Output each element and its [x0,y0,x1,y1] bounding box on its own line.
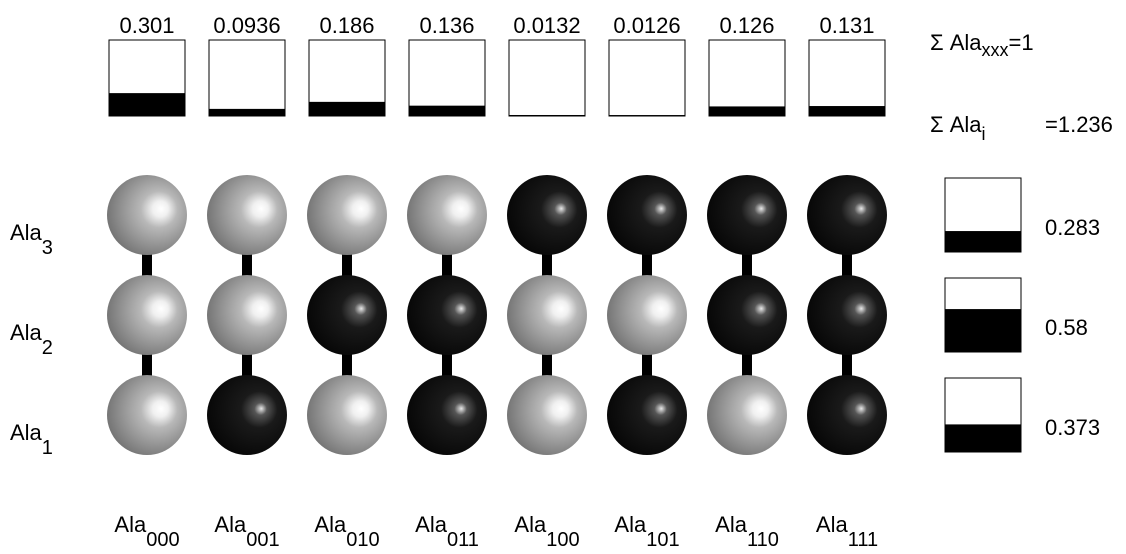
state-label: Ala000 [114,512,179,551]
state-box-frame [509,40,585,116]
state-box-frame [809,40,885,116]
sum-sub: xxx [982,40,1009,60]
residue-value: 0.283 [1045,215,1100,240]
residue-label: Ala1 [10,420,53,459]
sphere [407,275,487,355]
residue-value: 0.58 [1045,315,1088,340]
sum-suffix: =1 [1009,30,1034,55]
state-box-fill [209,109,285,116]
state-box-fill [109,93,185,116]
state-value: 0.131 [819,13,874,38]
sphere [807,175,887,255]
label-main: Ala [715,512,748,537]
sphere [107,275,187,355]
label-main: Ala [816,512,849,537]
residue-box-fill [945,231,1021,252]
residue-label: Ala2 [10,320,53,359]
label-main: Ala [314,512,347,537]
state-box-fill [609,115,685,116]
state-label: Ala011 [415,512,479,551]
state-box-frame [709,40,785,116]
state-box-fill [509,115,585,116]
state-box-frame [409,40,485,116]
sphere [407,375,487,455]
sphere [407,175,487,255]
state-label: Ala101 [614,512,679,551]
sphere [207,375,287,455]
label-main: Ala [10,220,43,245]
state-label: Ala001 [214,512,279,551]
state-box-fill [409,106,485,116]
sum-i: Σ Alai [930,112,986,144]
label-sub: 3 [42,237,53,259]
label-main: Ala [415,512,448,537]
sphere [607,375,687,455]
state-value: 0.0936 [213,13,280,38]
sphere [507,175,587,255]
residue-value: 0.373 [1045,415,1100,440]
label-main: Ala [10,320,43,345]
residue-box-fill [945,424,1021,452]
state-box-fill [309,102,385,116]
label-main: Ala [114,512,147,537]
sum-suffix: =1.236 [1045,112,1113,137]
diagram: 0.301Ala0000.0936Ala0010.186Ala0100.136A… [0,0,1126,554]
sphere [507,375,587,455]
sphere [207,175,287,255]
sphere [807,375,887,455]
sphere [207,275,287,355]
sphere [707,175,787,255]
sphere [507,275,587,355]
sum-prefix: Σ Ala [930,112,982,137]
state-box-frame [609,40,685,116]
state-value: 0.301 [119,13,174,38]
state-box-fill [809,106,885,116]
label-sub: 011 [447,529,479,551]
sphere [707,375,787,455]
sphere [307,375,387,455]
sphere [307,275,387,355]
state-label: Ala110 [715,512,779,551]
label-sub: 1 [42,437,53,459]
page: 0.301Ala0000.0936Ala0010.186Ala0100.136A… [0,0,1126,554]
label-main: Ala [214,512,247,537]
state-label: Ala010 [314,512,379,551]
state-value: 0.0132 [513,13,580,38]
state-box-frame [209,40,285,116]
state-label: Ala100 [514,512,579,551]
label-sub: 001 [246,529,279,551]
label-sub: 010 [346,529,379,551]
sphere [807,275,887,355]
label-sub: 2 [42,337,53,359]
sphere [607,175,687,255]
state-value: 0.0126 [613,13,680,38]
sphere [107,375,187,455]
label-sub: 111 [848,529,878,551]
label-main: Ala [614,512,647,537]
residue-label: Ala3 [10,220,53,259]
sum-xxx: Σ Alaxxx=1 [930,30,1034,60]
residue-box-fill [945,309,1021,352]
label-sub: 101 [646,529,679,551]
state-value: 0.126 [719,13,774,38]
label-main: Ala [514,512,547,537]
sphere [607,275,687,355]
label-sub: 110 [747,529,779,551]
sum-prefix: Σ Ala [930,30,982,55]
sphere [707,275,787,355]
label-sub: 100 [546,529,579,551]
sphere [107,175,187,255]
sphere [307,175,387,255]
state-value: 0.136 [419,13,474,38]
sum-sub: i [982,124,986,144]
label-main: Ala [10,420,43,445]
state-box-fill [709,106,785,116]
label-sub: 000 [146,529,179,551]
state-label: Ala111 [816,512,878,551]
state-value: 0.186 [319,13,374,38]
